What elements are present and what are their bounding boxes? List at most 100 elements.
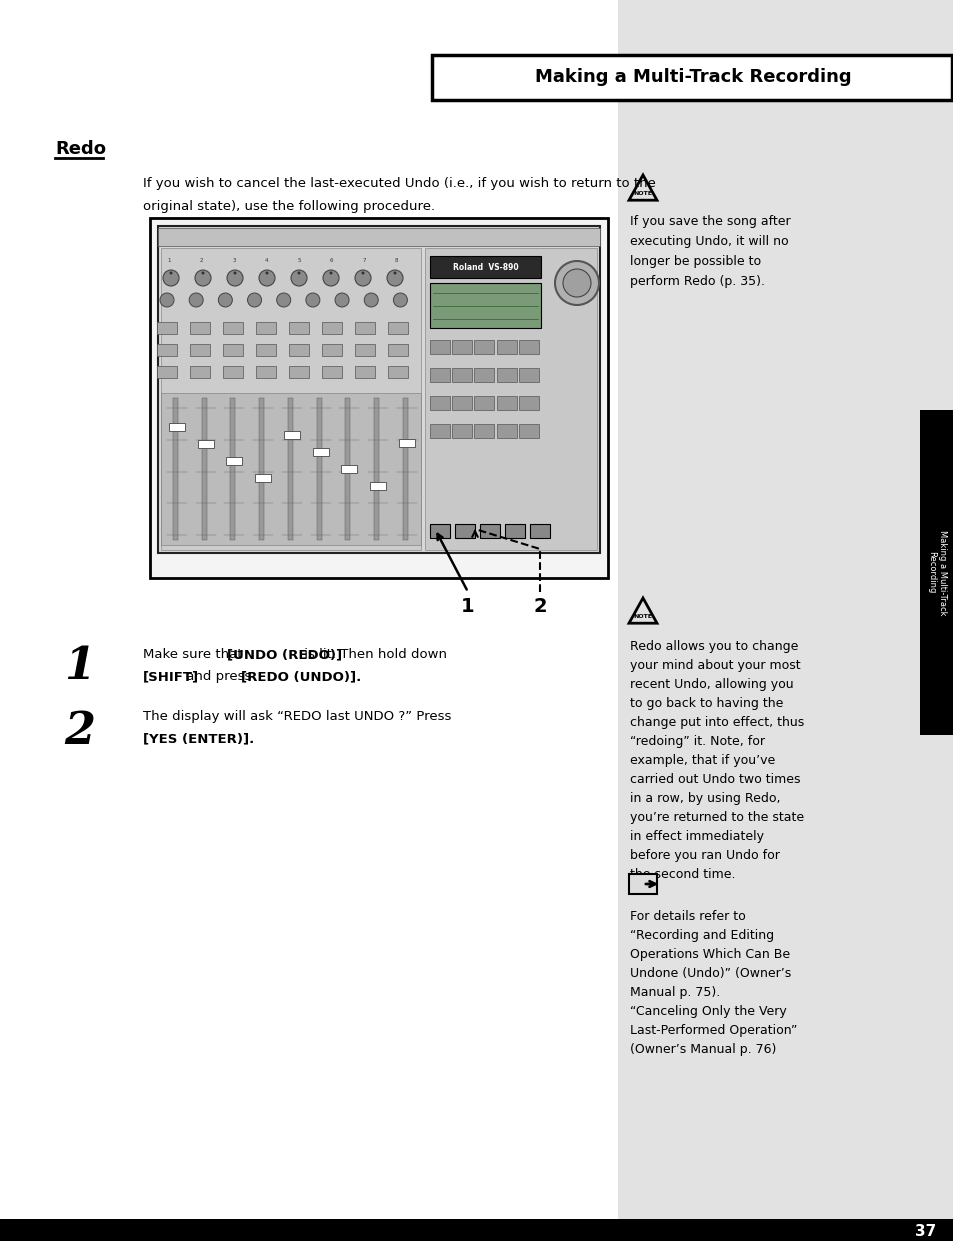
Text: 7: 7: [362, 257, 366, 263]
Text: The display will ask “REDO last UNDO ?” Press: The display will ask “REDO last UNDO ?” …: [143, 710, 451, 724]
Bar: [452, 424, 472, 438]
Bar: [231, 398, 235, 540]
Bar: [455, 524, 475, 539]
Text: 2: 2: [199, 257, 203, 263]
Bar: [452, 369, 472, 382]
Bar: [388, 344, 408, 356]
Circle shape: [233, 272, 236, 274]
Bar: [530, 524, 550, 539]
Circle shape: [329, 272, 333, 274]
Circle shape: [562, 269, 590, 297]
Bar: [190, 366, 210, 379]
Bar: [388, 366, 408, 379]
Bar: [474, 340, 494, 354]
Circle shape: [291, 271, 307, 285]
Bar: [197, 441, 213, 448]
Bar: [628, 874, 657, 894]
Bar: [430, 369, 450, 382]
Bar: [289, 366, 309, 379]
Circle shape: [306, 293, 319, 307]
Bar: [388, 321, 408, 334]
Text: (Owner’s Manual p. 76): (Owner’s Manual p. 76): [629, 1042, 776, 1056]
Bar: [223, 321, 243, 334]
Bar: [289, 321, 309, 334]
Bar: [919, 410, 953, 735]
Bar: [452, 340, 472, 354]
Bar: [518, 396, 538, 410]
Text: recent Undo, allowing you: recent Undo, allowing you: [629, 678, 793, 691]
Bar: [289, 344, 309, 356]
Text: change put into effect, thus: change put into effect, thus: [629, 716, 803, 728]
Bar: [374, 398, 378, 540]
Bar: [345, 398, 350, 540]
Circle shape: [387, 271, 402, 285]
Circle shape: [323, 271, 338, 285]
Text: [SHIFT]: [SHIFT]: [143, 670, 199, 683]
Circle shape: [361, 272, 364, 274]
Circle shape: [258, 271, 274, 285]
Text: Make sure that: Make sure that: [143, 648, 247, 661]
Bar: [284, 431, 299, 439]
Text: Making a Multi-Track
Recording: Making a Multi-Track Recording: [926, 530, 945, 616]
Text: Making a Multi-Track Recording: Making a Multi-Track Recording: [534, 68, 850, 87]
Bar: [479, 524, 499, 539]
Circle shape: [160, 293, 173, 307]
Circle shape: [170, 272, 172, 274]
Bar: [322, 366, 342, 379]
Text: NOTE: NOTE: [633, 191, 652, 196]
Bar: [474, 424, 494, 438]
Text: Undone (Undo)” (Owner’s: Undone (Undo)” (Owner’s: [629, 967, 790, 980]
Bar: [497, 340, 517, 354]
Bar: [430, 524, 450, 539]
Text: [REDO (UNDO)].: [REDO (UNDO)].: [240, 670, 360, 683]
Circle shape: [393, 272, 396, 274]
Text: 8: 8: [395, 257, 398, 263]
Text: 3: 3: [233, 257, 235, 263]
Text: 2: 2: [65, 710, 95, 753]
Text: in a row, by using Redo,: in a row, by using Redo,: [629, 792, 780, 805]
Circle shape: [218, 293, 233, 307]
Bar: [497, 369, 517, 382]
Text: before you ran Undo for: before you ran Undo for: [629, 849, 779, 862]
Text: original state), use the following procedure.: original state), use the following proce…: [143, 200, 435, 213]
Bar: [430, 340, 450, 354]
Text: Redo: Redo: [55, 140, 106, 158]
Text: [UNDO (REDO)]: [UNDO (REDO)]: [227, 648, 342, 661]
Text: Manual p. 75).: Manual p. 75).: [629, 987, 720, 999]
Text: 1: 1: [65, 645, 95, 688]
Circle shape: [355, 271, 371, 285]
Text: 1: 1: [167, 257, 171, 263]
Circle shape: [276, 293, 291, 307]
Text: you’re returned to the state: you’re returned to the state: [629, 812, 803, 824]
Text: longer be possible to: longer be possible to: [629, 254, 760, 268]
Bar: [223, 366, 243, 379]
Bar: [190, 321, 210, 334]
Bar: [256, 321, 276, 334]
Bar: [259, 398, 264, 540]
Text: Last-Performed Operation”: Last-Performed Operation”: [629, 1024, 797, 1037]
Bar: [518, 340, 538, 354]
Bar: [322, 344, 342, 356]
Bar: [288, 398, 293, 540]
Bar: [158, 228, 599, 246]
Text: If you save the song after: If you save the song after: [629, 215, 790, 228]
Bar: [254, 474, 271, 482]
Bar: [398, 439, 415, 447]
Circle shape: [189, 293, 203, 307]
Circle shape: [247, 293, 261, 307]
Text: your mind about your most: your mind about your most: [629, 659, 800, 671]
Bar: [452, 396, 472, 410]
Text: 4: 4: [265, 257, 268, 263]
Text: the second time.: the second time.: [629, 867, 735, 881]
Bar: [424, 248, 597, 550]
Text: 1: 1: [460, 597, 475, 616]
Text: to go back to having the: to go back to having the: [629, 697, 782, 710]
Text: example, that if you’ve: example, that if you’ve: [629, 755, 775, 767]
Circle shape: [335, 293, 349, 307]
Text: Redo allows you to change: Redo allows you to change: [629, 640, 798, 653]
Circle shape: [297, 272, 300, 274]
Bar: [150, 218, 607, 578]
Bar: [474, 369, 494, 382]
Bar: [341, 465, 356, 473]
Bar: [157, 344, 177, 356]
